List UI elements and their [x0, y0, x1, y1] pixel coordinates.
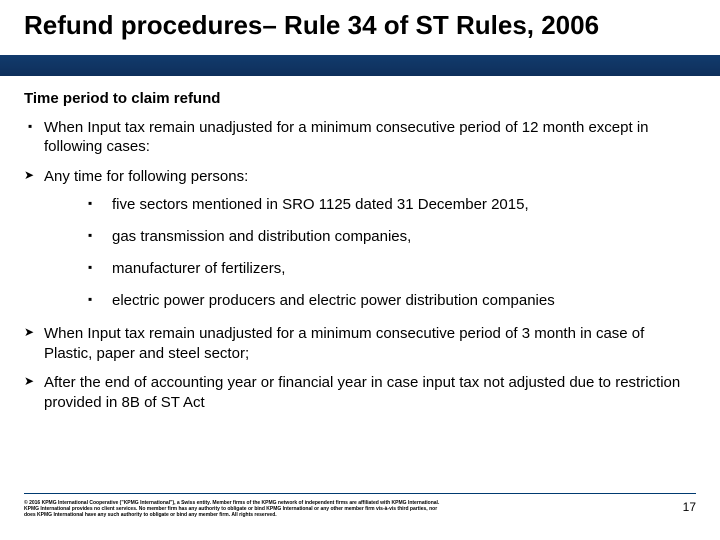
bullet-arrow-2: When Input tax remain unadjusted for a m…	[24, 324, 696, 363]
slide-title: Refund procedures– Rule 34 of ST Rules, …	[0, 0, 720, 55]
content-area: Time period to claim refund When Input t…	[24, 90, 696, 422]
subheading: Time period to claim refund	[24, 90, 696, 107]
nested-item: five sectors mentioned in SRO 1125 dated…	[84, 196, 696, 214]
nested-list: five sectors mentioned in SRO 1125 dated…	[84, 196, 696, 310]
nested-item: electric power producers and electric po…	[84, 292, 696, 310]
footer: © 2016 KPMG International Cooperative ("…	[24, 493, 696, 518]
footer-copyright: © 2016 KPMG International Cooperative ("…	[24, 500, 444, 518]
slide: Refund procedures– Rule 34 of ST Rules, …	[0, 0, 720, 540]
bullet-main: When Input tax remain unadjusted for a m…	[24, 119, 696, 157]
nested-item: manufacturer of fertilizers,	[84, 260, 696, 278]
page-number: 17	[683, 500, 696, 514]
bullet-arrow-3: After the end of accounting year or fina…	[24, 373, 696, 412]
nested-item: gas transmission and distribution compan…	[84, 228, 696, 246]
bullet-arrow-1: Any time for following persons:	[24, 167, 696, 187]
